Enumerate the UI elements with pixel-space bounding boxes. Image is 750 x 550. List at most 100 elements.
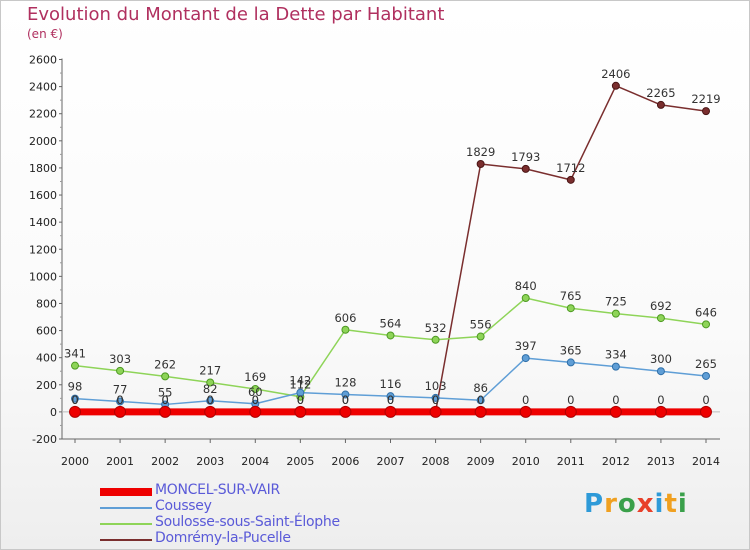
- data-point: [161, 372, 170, 381]
- data-label: 1793: [511, 150, 540, 164]
- data-label: 98: [68, 380, 83, 394]
- data-label: 840: [515, 279, 537, 293]
- proxiti-logo: Proxiti: [584, 489, 688, 519]
- data-label: 0: [477, 393, 484, 407]
- data-point: [341, 390, 350, 399]
- data-point: [702, 107, 710, 116]
- chart-subtitle: (en €): [27, 27, 63, 41]
- data-label: 116: [380, 377, 402, 391]
- data-label: 0: [297, 393, 304, 407]
- y-tick-label: -200: [32, 433, 57, 446]
- data-label: 334: [605, 348, 627, 362]
- logo-letter: i: [654, 489, 665, 519]
- data-point: [429, 405, 442, 418]
- data-point: [296, 388, 305, 397]
- legend-label: Soulosse-sous-Saint-Élophe: [155, 514, 340, 530]
- data-point: [654, 405, 667, 418]
- y-tick-label: 2600: [29, 54, 57, 67]
- data-point: [656, 367, 665, 376]
- data-point: [521, 164, 530, 173]
- y-tick-label: 600: [36, 325, 57, 338]
- legend-label: MONCEL-SUR-VAIR: [155, 482, 280, 498]
- data-label: 0: [432, 393, 439, 407]
- data-point: [249, 405, 262, 418]
- data-point: [431, 393, 440, 402]
- data-label: 0: [161, 393, 168, 407]
- data-label: 0: [71, 393, 78, 407]
- data-label: 55: [158, 385, 173, 399]
- data-point: [476, 332, 485, 341]
- data-label: 365: [560, 343, 582, 357]
- data-label: 0: [116, 393, 123, 407]
- y-tick-label: 2400: [29, 81, 57, 94]
- x-tick-label: 2004: [241, 455, 269, 468]
- data-label: 82: [203, 382, 218, 396]
- logo-letter: i: [677, 489, 688, 519]
- y-tick-label: 200: [36, 379, 57, 392]
- data-point: [206, 396, 215, 405]
- data-label: 0: [71, 393, 78, 407]
- data-point: [521, 354, 530, 363]
- y-tick-label: 400: [36, 352, 57, 365]
- data-point: [519, 405, 532, 418]
- data-point: [611, 309, 620, 318]
- data-point: [294, 405, 307, 418]
- data-point: [386, 392, 395, 401]
- data-label: 217: [199, 363, 221, 377]
- data-point: [611, 81, 620, 90]
- legend-label: Coussey: [155, 498, 212, 514]
- data-label: 765: [560, 289, 582, 303]
- data-label: 0: [432, 393, 439, 407]
- data-label: 0: [252, 393, 259, 407]
- data-label: 77: [113, 382, 128, 396]
- data-point: [521, 294, 530, 303]
- data-point: [71, 394, 79, 403]
- data-label: 564: [380, 316, 402, 330]
- data-label: 2406: [601, 67, 630, 81]
- data-point: [700, 405, 712, 418]
- data-label: 0: [522, 393, 529, 407]
- data-label: 112: [289, 378, 311, 392]
- x-tick-label: 2008: [422, 455, 450, 468]
- data-point: [206, 378, 215, 387]
- data-point: [69, 405, 81, 418]
- y-tick-label: 1400: [29, 216, 57, 229]
- data-label: 0: [207, 393, 214, 407]
- x-tick-label: 2002: [151, 455, 179, 468]
- data-label: 1712: [556, 161, 585, 175]
- y-tick-label: 1600: [29, 189, 57, 202]
- data-label: 2219: [691, 92, 720, 106]
- data-label: 142: [289, 374, 311, 388]
- data-point: [116, 397, 125, 406]
- data-label: 646: [695, 305, 717, 319]
- logo-letter: o: [617, 489, 637, 519]
- data-label: 0: [297, 393, 304, 407]
- data-label: 262: [154, 357, 176, 371]
- data-label: 265: [695, 357, 717, 371]
- data-label: 2265: [646, 86, 675, 100]
- data-label: 0: [702, 393, 709, 407]
- data-point: [71, 361, 79, 370]
- legend-label: Domrémy-la-Pucelle: [155, 530, 291, 546]
- data-point: [431, 335, 440, 344]
- data-label: 341: [64, 347, 86, 361]
- logo-letter: t: [664, 489, 678, 519]
- x-tick-label: 2001: [106, 455, 134, 468]
- data-point: [476, 396, 485, 405]
- data-label: 300: [650, 352, 672, 366]
- data-point: [116, 366, 125, 375]
- y-tick-label: 0: [50, 406, 57, 419]
- data-point: [656, 100, 665, 109]
- x-tick-label: 2009: [467, 455, 495, 468]
- logo-letter: x: [636, 489, 655, 519]
- data-label: 0: [567, 393, 574, 407]
- y-tick-label: 2000: [29, 135, 57, 148]
- logo-letter: r: [604, 489, 618, 519]
- x-tick-label: 2014: [692, 455, 720, 468]
- x-tick-label: 2005: [286, 455, 314, 468]
- data-label: 86: [473, 381, 488, 395]
- data-label: 0: [116, 393, 123, 407]
- data-label: 0: [387, 393, 394, 407]
- data-point: [566, 304, 575, 313]
